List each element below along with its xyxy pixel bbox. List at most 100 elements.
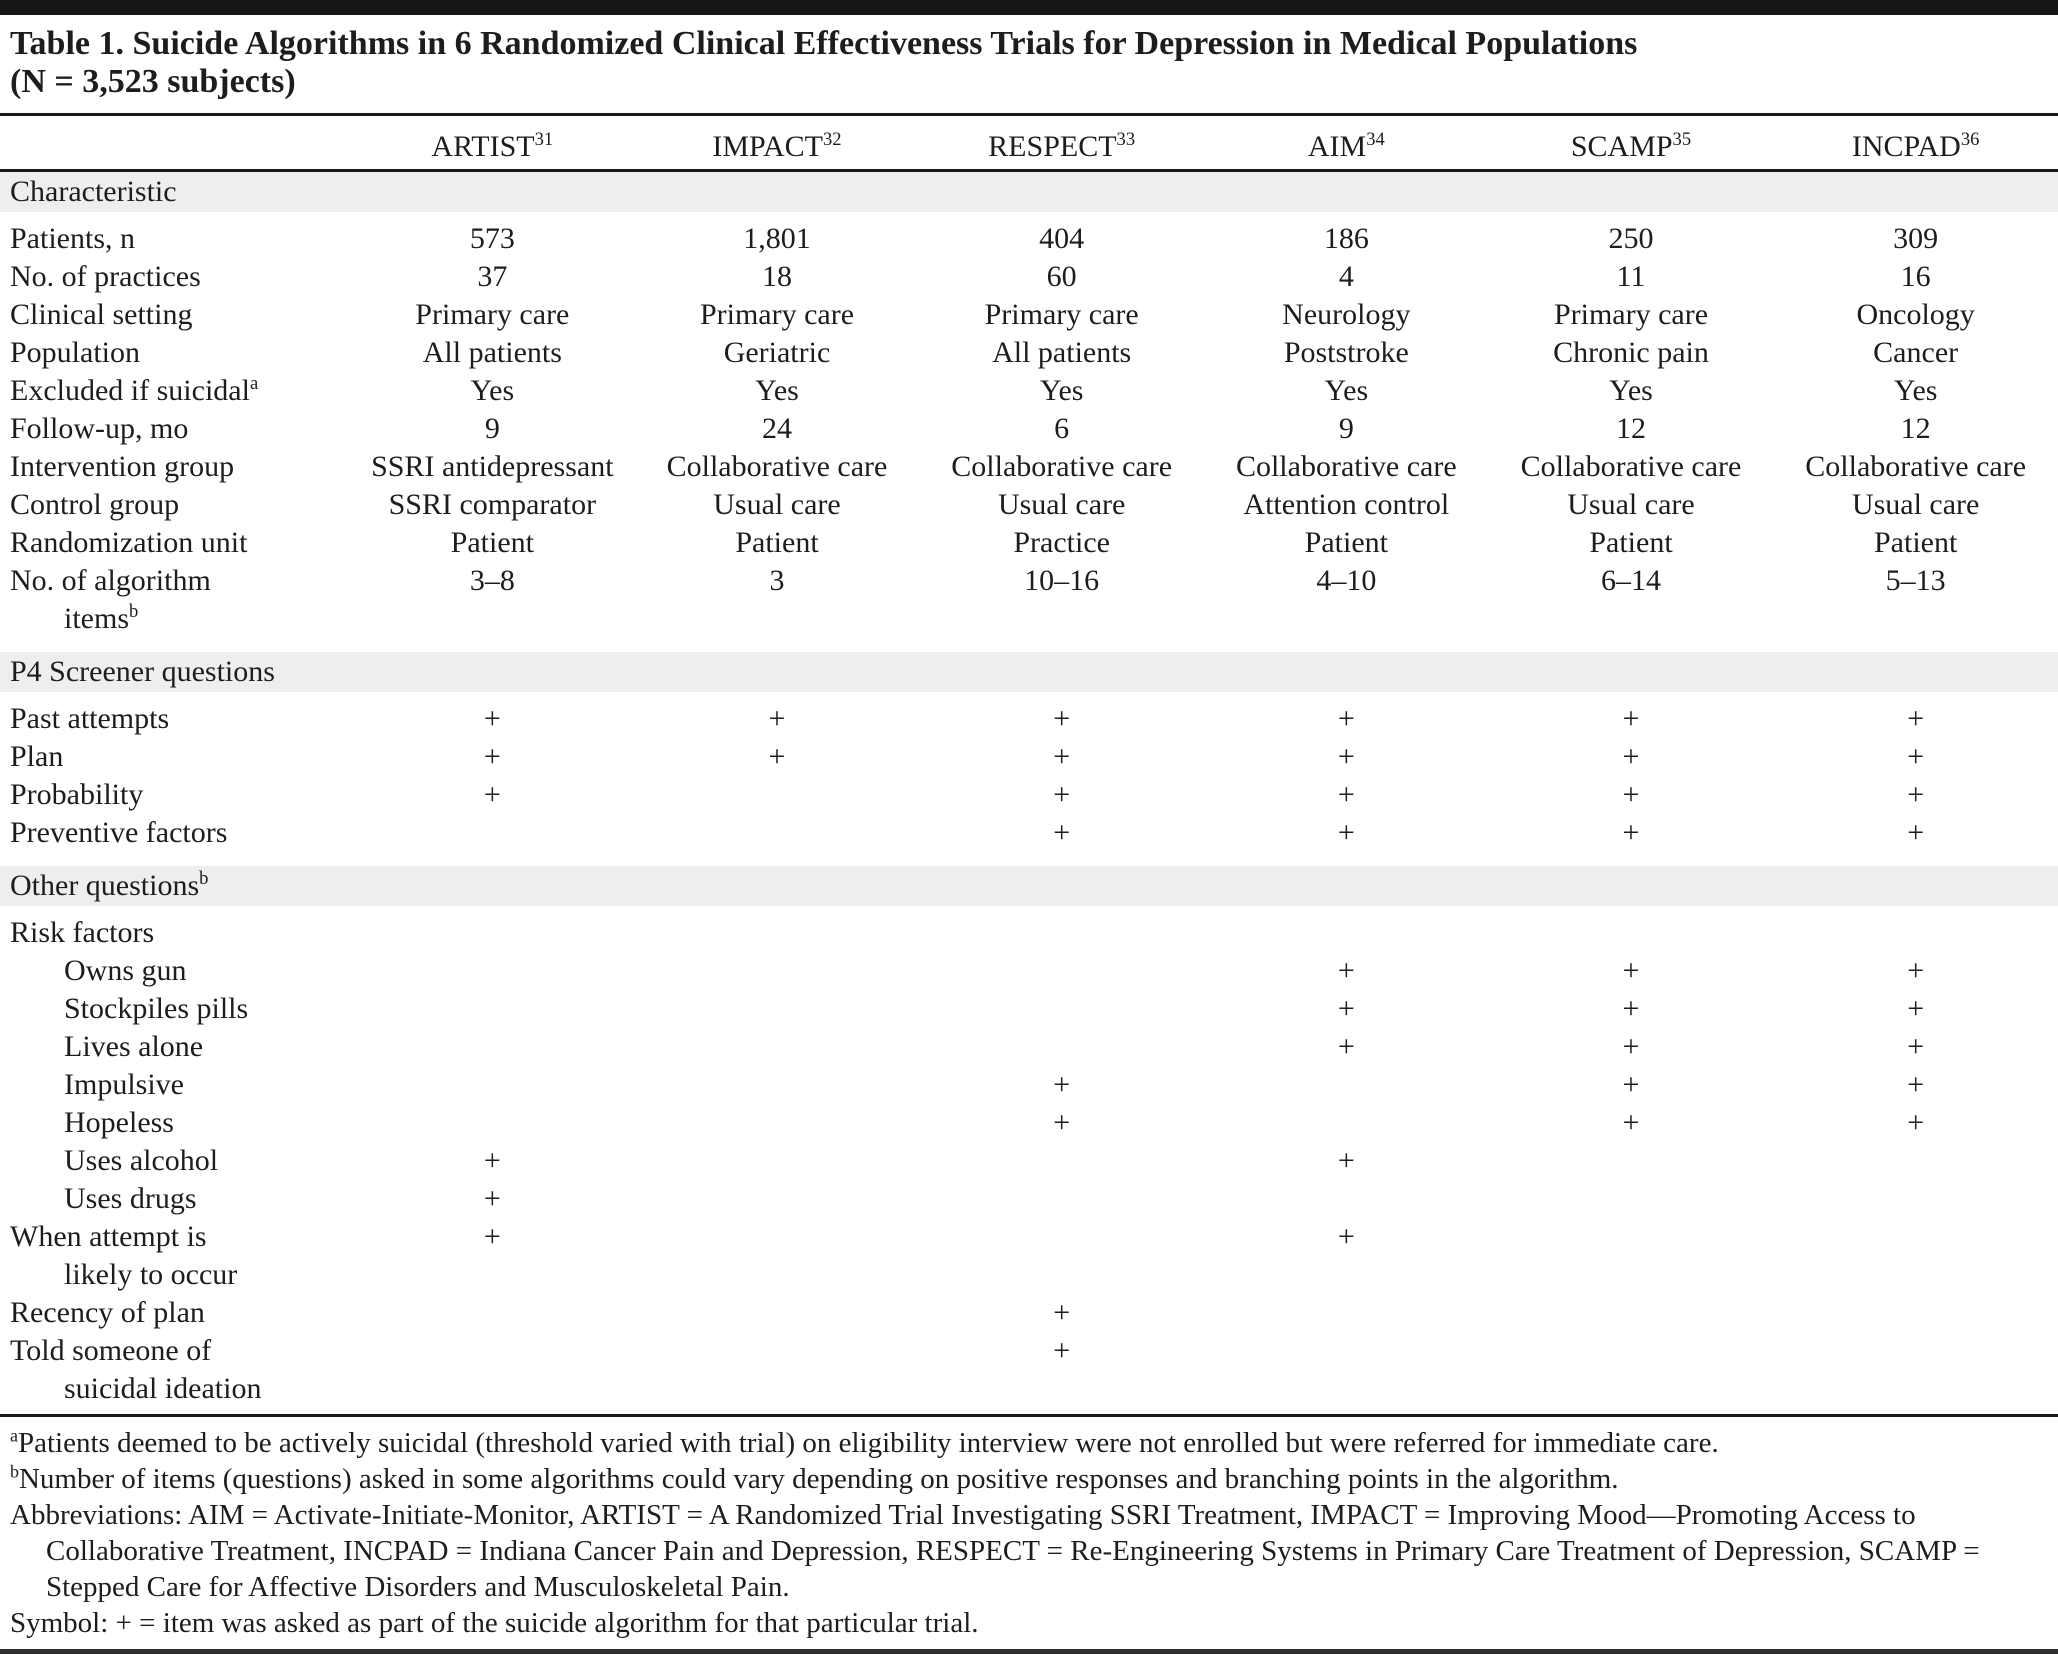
footnote-symbol: Symbol: + = item was asked as part of th…	[10, 1605, 2046, 1641]
table-row: Risk factors	[0, 914, 2058, 952]
citation-ref: 36	[1960, 129, 1980, 150]
footnote-marker: b	[129, 601, 139, 622]
plus-mark-cell: +	[1053, 740, 1071, 773]
plus-mark-cell: +	[1622, 1030, 1640, 1063]
value-cell: Usual care	[713, 488, 841, 521]
table-row: Randomization unit Patient Patient Practice…	[0, 524, 2058, 562]
column-name: IMPACT	[712, 130, 823, 163]
plus-mark-cell: +	[1337, 1030, 1355, 1063]
value-cell: 11	[1616, 260, 1646, 293]
value-cell: Neurology	[1282, 298, 1411, 331]
value-cell: Collaborative care	[666, 450, 888, 483]
value-cell: 4	[1338, 260, 1354, 293]
footnote-a: aPatients deemed to be actively suicidal…	[10, 1425, 2046, 1461]
column-name: RESPECT	[988, 130, 1117, 163]
value-cell: Yes	[1324, 374, 1369, 407]
row-label: Lives alone	[64, 1030, 204, 1063]
column-header-aim: AIM34	[1204, 130, 1489, 164]
row-label: Hopeless	[64, 1106, 174, 1139]
value-cell: Usual care	[1851, 488, 1980, 521]
table-row: Plan + + + + + +	[0, 738, 2058, 776]
value-cell: Cancer	[1873, 336, 1959, 369]
column-name: AIM	[1307, 130, 1367, 163]
table-row: Lives alone + + +	[0, 1028, 2058, 1066]
plus-mark-cell: +	[1907, 740, 1925, 773]
footnotes: aPatients deemed to be actively suicidal…	[0, 1417, 2058, 1645]
value-cell: 12	[1615, 412, 1646, 445]
plus-mark-cell: +	[1337, 954, 1355, 987]
row-label: Recency of plan	[10, 1296, 205, 1329]
value-cell: 37	[477, 260, 508, 293]
value-cell: 4–10	[1316, 564, 1377, 597]
row-label: Probability	[10, 778, 144, 811]
footnote-marker: a	[10, 1425, 18, 1446]
section-band: Characteristic	[0, 172, 2058, 212]
table-row: Impulsive + + +	[0, 1066, 2058, 1104]
value-cell: 60	[1046, 260, 1077, 293]
value-cell: Attention control	[1243, 488, 1450, 521]
citation-ref: 31	[534, 129, 554, 150]
value-cell: Yes	[470, 374, 515, 407]
value-cell: Collaborative care	[1235, 450, 1457, 483]
column-name: INCPAD	[1851, 130, 1961, 163]
plus-mark-cell: +	[1337, 992, 1355, 1025]
section-band-label: Other questions	[10, 869, 200, 902]
plus-mark-cell: +	[1907, 702, 1925, 735]
value-cell: 6	[1054, 412, 1070, 445]
footnote-b: bNumber of items (questions) asked in so…	[10, 1461, 2046, 1497]
citation-ref: 34	[1366, 129, 1385, 150]
row-label: No. of practices	[10, 260, 201, 293]
value-cell: 10–16	[1024, 564, 1100, 597]
table-body: Characteristic Patients, n 573 1,801 404 186 2…	[0, 172, 2058, 1408]
value-cell: 18	[761, 260, 792, 293]
value-cell: 3–8	[469, 564, 515, 597]
footnote-text: Patients deemed to be actively suicidal …	[17, 1427, 1719, 1459]
value-cell: Patient	[1873, 526, 1958, 559]
value-cell: Primary care	[699, 298, 855, 331]
plus-mark-cell: +	[1622, 816, 1640, 849]
value-cell: Primary care	[984, 298, 1139, 331]
row-label: Told someone of suicidal ideation	[10, 1334, 262, 1405]
value-cell: Geriatric	[723, 336, 831, 369]
table-row: When attempt is likely to occur + +	[0, 1218, 2058, 1294]
table-row: Control group SSRI comparator Usual care Us…	[0, 486, 2058, 524]
row-label: No. of algorithm itemsb	[10, 564, 211, 635]
value-cell: Primary care	[415, 298, 570, 331]
value-cell: Yes	[1039, 374, 1084, 407]
plus-mark-cell: +	[768, 702, 786, 735]
section-band: P4 Screener questions	[0, 652, 2058, 692]
row-label: Randomization unit	[10, 526, 248, 559]
row-label: Population	[10, 336, 141, 369]
value-cell: Usual care	[1567, 488, 1695, 521]
value-cell: Usual care	[997, 488, 1126, 521]
value-cell: 16	[1900, 260, 1931, 293]
table-row: Preventive factors + + + +	[0, 814, 2058, 852]
value-cell: 12	[1900, 412, 1931, 445]
value-cell: 3	[769, 564, 785, 597]
header-divider-rule	[0, 169, 2058, 172]
value-cell: 309	[1893, 222, 1939, 255]
plus-mark-cell: +	[1337, 1220, 1355, 1253]
row-label: Impulsive	[64, 1068, 184, 1101]
footnote-marker: a	[249, 373, 259, 394]
plus-mark-cell: +	[1337, 702, 1355, 735]
plus-mark-cell: +	[768, 740, 786, 773]
plus-mark-cell: +	[1337, 816, 1355, 849]
table-row: Patients, n 573 1,801 404 186 250 309	[0, 220, 2058, 258]
footnote-marker: b	[10, 1461, 19, 1482]
row-label: Intervention group	[10, 450, 235, 483]
plus-mark-cell: +	[483, 740, 501, 773]
plus-mark-cell: +	[483, 1144, 501, 1177]
citation-ref: 32	[823, 129, 842, 150]
table-row: Excluded if suicidala Yes Yes Yes Yes Yes Yes	[0, 372, 2058, 410]
plus-mark-cell: +	[1907, 992, 1925, 1025]
value-cell: All patients	[992, 336, 1132, 369]
row-label: Plan	[10, 740, 64, 773]
table-row: Uses drugs +	[0, 1180, 2058, 1218]
row-label: Stockpiles pills	[64, 992, 249, 1025]
plus-mark-cell: +	[1337, 740, 1355, 773]
value-cell: Poststroke	[1283, 336, 1409, 369]
table-top-border	[0, 0, 2058, 15]
table-row: Told someone of suicidal ideation +	[0, 1332, 2058, 1408]
value-cell: 6–14	[1600, 564, 1661, 597]
